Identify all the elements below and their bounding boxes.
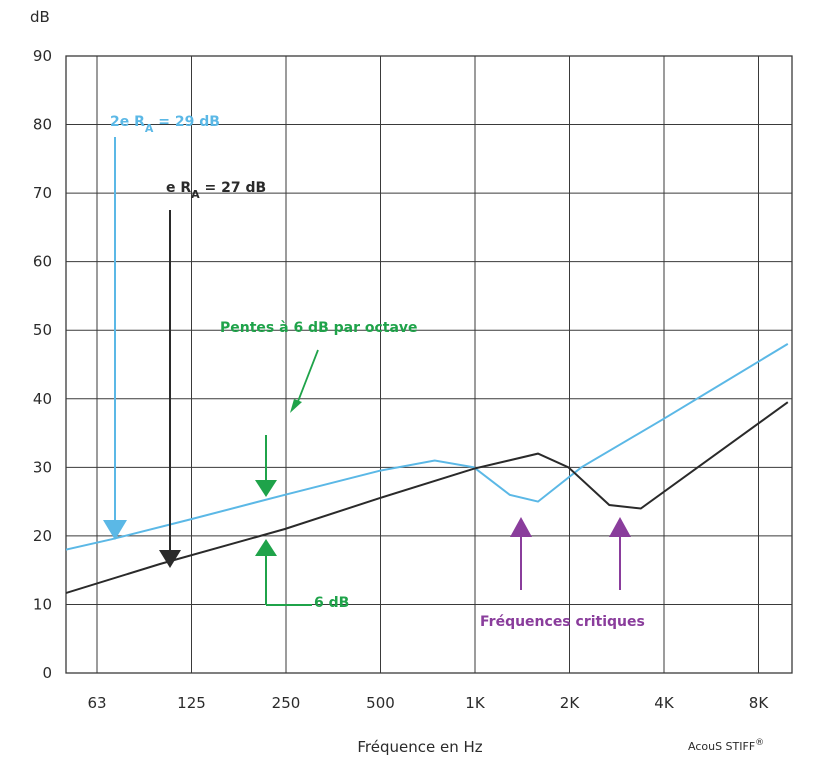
ra-blue-arrow-head: [103, 520, 127, 540]
six-db-top-head: [255, 480, 277, 497]
ra-blue-label-sub: A: [145, 122, 154, 135]
slopes-pointer-line: [296, 349, 319, 405]
y-tick-label: 90: [33, 47, 52, 65]
grid: [65, 55, 793, 674]
brand-label: AcouS STIFF®: [688, 738, 764, 753]
y-axis-label: dB: [30, 8, 50, 26]
plot-frame: [65, 55, 793, 674]
ra-blue-label-prefix: 2e R: [110, 114, 145, 130]
x-tick-label: 8K: [749, 694, 770, 712]
x-tick-label: 125: [177, 694, 206, 712]
y-tick-label: 10: [33, 595, 52, 613]
ra-black-label-prefix: e R: [166, 180, 191, 196]
tick-labels: 0 10 20 30 40 50 60 70 80 90 63 125 250 500 1K 2K 4K 8K: [33, 47, 769, 712]
ra-black-label: e RA = 27 dB: [166, 180, 266, 201]
six-db-label: 6 dB: [314, 595, 349, 611]
series-line-1: [66, 401, 789, 595]
y-tick-label: 0: [42, 664, 52, 682]
ra-black-label-suffix: = 27 dB: [200, 180, 267, 196]
x-tick-label: 250: [272, 694, 301, 712]
y-tick-label: 60: [33, 253, 52, 271]
series-line-0: [66, 343, 789, 551]
brand-name: AcouS STIFF: [688, 740, 755, 753]
x-tick-label: 4K: [654, 694, 675, 712]
x-tick-label: 63: [87, 694, 106, 712]
critical-arrow-head-1: [609, 517, 631, 537]
critical-arrow-head-0: [510, 517, 532, 537]
brand-mark: ®: [755, 738, 764, 748]
y-tick-label: 20: [33, 527, 52, 545]
y-tick-label: 70: [33, 184, 52, 202]
ra-blue-label: 2e RA = 29 dB: [110, 114, 220, 135]
six-db-bottom-head: [255, 539, 277, 556]
critical-label: Fréquences critiques: [480, 614, 645, 630]
y-tick-label: 50: [33, 321, 52, 339]
ra-blue-label-suffix: = 29 dB: [153, 114, 220, 130]
y-tick-label: 40: [33, 390, 52, 408]
slopes-label: Pentes à 6 dB par octave: [220, 320, 418, 336]
x-axis-label: Fréquence en Hz: [357, 738, 482, 756]
y-tick-label: 80: [33, 116, 52, 134]
ra-black-label-sub: A: [191, 188, 200, 201]
series-lines: [66, 343, 789, 595]
x-tick-label: 500: [366, 694, 395, 712]
x-tick-label: 2K: [560, 694, 581, 712]
x-tick-label: 1K: [465, 694, 486, 712]
slopes-pointer-head: [290, 399, 302, 413]
ra-black-arrow-head: [159, 550, 181, 568]
y-tick-label: 30: [33, 458, 52, 476]
